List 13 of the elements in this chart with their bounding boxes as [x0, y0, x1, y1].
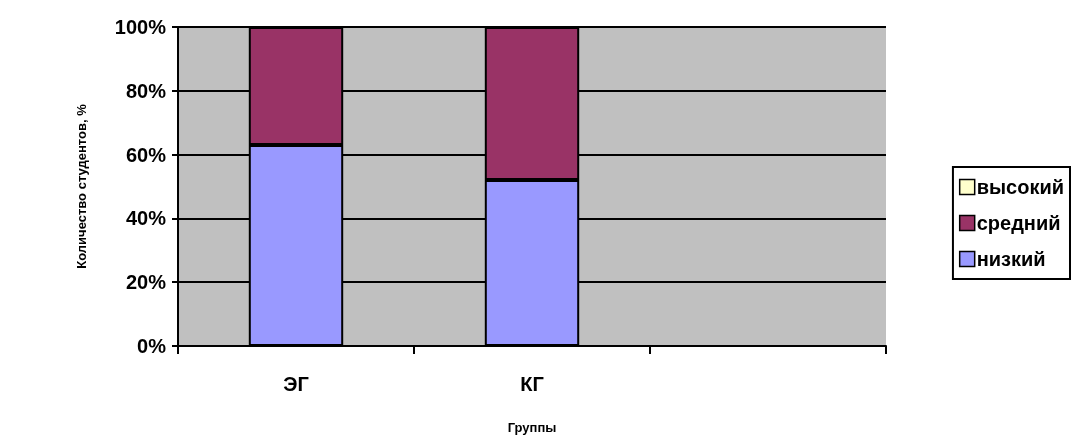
legend-label: низкий [976, 248, 1046, 270]
x-tick-label: ЭГ [283, 373, 309, 395]
y-axis-title: Количество студентов, % [74, 103, 89, 269]
y-tick-label: 60% [125, 143, 167, 166]
y-tick-label: 80% [125, 79, 167, 102]
x-tick-label: КГ [520, 373, 544, 395]
x-axis-title: Группы [507, 420, 557, 435]
y-tick-label: 20% [125, 271, 167, 294]
y-tick-label: 40% [125, 207, 167, 230]
y-tick-label: 100% [114, 16, 167, 38]
legend-label: средний [976, 212, 1061, 234]
y-tick-label: 0% [137, 335, 167, 357]
legend-label: высокий [976, 176, 1065, 198]
